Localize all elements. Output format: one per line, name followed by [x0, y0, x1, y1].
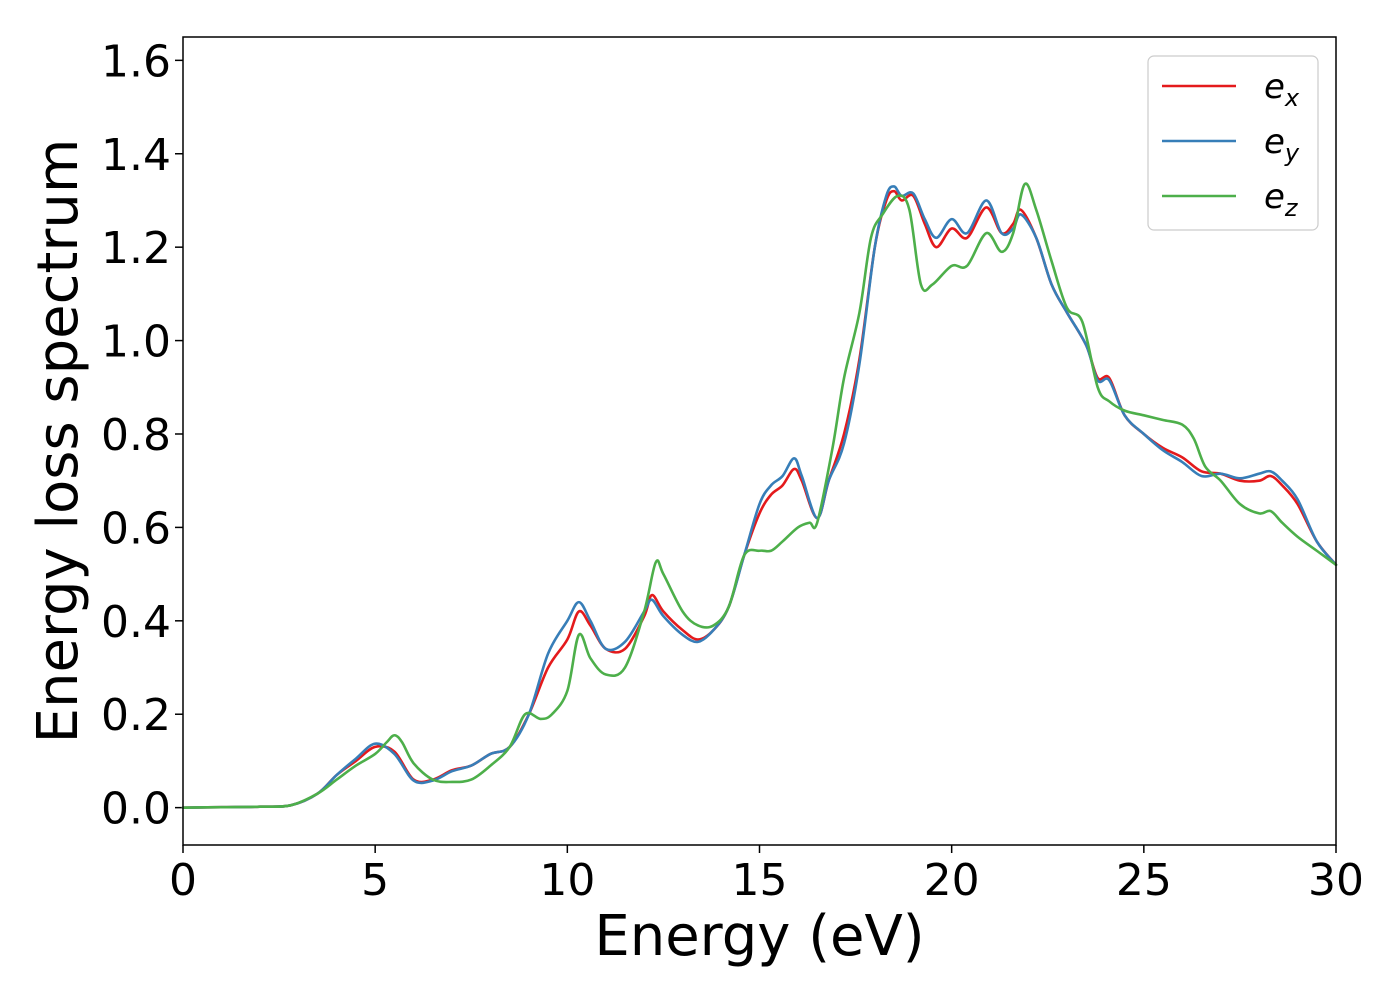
series-line-ex	[181, 189, 1338, 809]
x-axis-title: Energy (eV)	[594, 904, 924, 969]
y-tick-label: 0.4	[101, 597, 171, 648]
y-tick-label: 1.0	[101, 317, 171, 368]
series-line-ey	[181, 185, 1338, 809]
y-tick-label: 1.4	[101, 130, 171, 181]
legend-label-ez: ez	[1264, 177, 1299, 222]
y-tick-label: 0.6	[101, 503, 171, 554]
y-tick-label: 0.2	[101, 690, 171, 741]
x-tick-label: 25	[1116, 855, 1172, 906]
legend-box	[1147, 55, 1319, 231]
y-tick-label: 0.0	[101, 784, 171, 835]
x-tick-label: 0	[169, 855, 197, 906]
x-tick-label: 5	[361, 855, 389, 906]
legend: ex ey ez	[1147, 55, 1319, 231]
y-axis-title: Energy loss spectrum	[26, 139, 91, 744]
series-line-ez	[181, 182, 1338, 809]
y-tick-label: 0.8	[101, 410, 171, 461]
y-tick-label: 1.6	[101, 36, 171, 87]
legend-label-ey: ey	[1264, 122, 1300, 167]
x-tick-label: 15	[732, 855, 788, 906]
legend-label-ex: ex	[1264, 67, 1300, 112]
plot-series	[181, 182, 1338, 809]
x-tick-label: 30	[1308, 855, 1364, 906]
x-tick-label: 10	[539, 855, 595, 906]
x-axis-ticks: 0 5 10 15 20 25 30	[169, 845, 1364, 906]
plot-frame	[182, 36, 1337, 846]
y-axis-ticks: 0.0 0.2 0.4 0.6 0.8 1.0 1.2 1.4 1.6	[101, 36, 183, 835]
y-tick-label: 1.2	[101, 223, 171, 274]
x-tick-label: 20	[924, 855, 980, 906]
